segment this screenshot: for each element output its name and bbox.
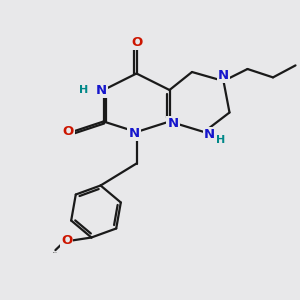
Text: N: N xyxy=(218,69,229,82)
Text: O: O xyxy=(131,35,142,49)
Text: methyl: methyl xyxy=(53,251,58,253)
Text: N: N xyxy=(167,117,179,130)
Text: N: N xyxy=(95,83,107,97)
Text: N: N xyxy=(204,128,215,142)
Text: H: H xyxy=(79,85,88,95)
Text: N: N xyxy=(128,127,140,140)
Text: O: O xyxy=(61,234,72,247)
Text: O: O xyxy=(62,125,74,138)
Text: H: H xyxy=(216,135,225,146)
